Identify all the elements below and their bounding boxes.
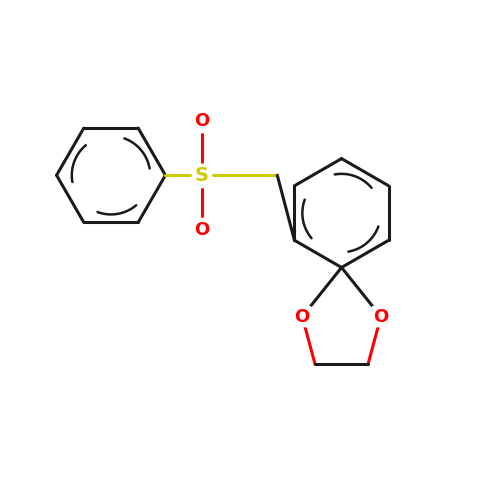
Text: S: S — [194, 166, 209, 185]
Text: O: O — [295, 308, 310, 326]
Text: O: O — [194, 112, 209, 130]
Text: O: O — [373, 308, 388, 326]
Text: O: O — [194, 221, 209, 239]
